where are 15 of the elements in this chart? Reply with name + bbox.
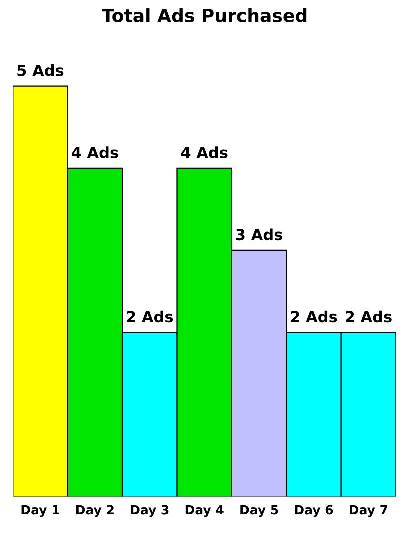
x-tick-label: Day 2 [76, 505, 114, 518]
x-tick-label: Day 1 [22, 505, 60, 518]
data-label: 2 Ads [346, 310, 392, 323]
data-label: 2 Ads [127, 310, 174, 323]
x-tick-label: Day 3 [131, 505, 169, 518]
chart-title: Total Ads Purchased [102, 8, 307, 23]
x-tick-label: Day 5 [240, 505, 278, 518]
x-tick-label: Day 4 [186, 505, 224, 518]
data-label: 4 Ads [72, 146, 118, 158]
data-label: 4 Ads [181, 146, 228, 158]
data-label: 3 Ads [236, 228, 282, 241]
data-label: 2 Ads [291, 310, 338, 323]
data-label: 5 Ads [18, 64, 64, 76]
x-tick-label: Day 7 [350, 505, 388, 518]
x-tick-label: Day 6 [295, 505, 334, 518]
